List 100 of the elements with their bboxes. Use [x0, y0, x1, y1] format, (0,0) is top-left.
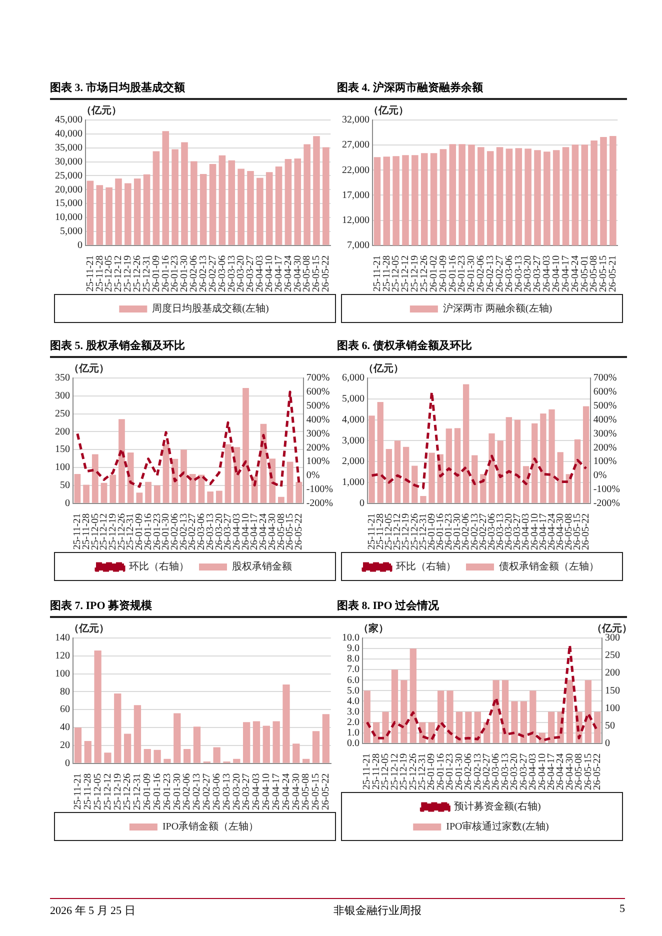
y-tick-label: 60 [60, 704, 70, 716]
y-tick-label: 2.0 [347, 716, 360, 728]
x-tick-label: 25-12-12 [102, 773, 114, 810]
x-tick-label: 25-12-19 [398, 753, 410, 790]
x-tick-label: 26-02-27 [187, 513, 198, 550]
x-tick-label: 26-04-03 [251, 773, 262, 810]
y2-tick-label: 250 [605, 650, 620, 662]
x-tick-label: 26-05-15 [598, 255, 610, 292]
x-tick-label: 26-02-06 [476, 255, 487, 292]
y-tick-label: 100 [55, 462, 70, 474]
x-tick-label: 26-04-10 [240, 513, 252, 550]
x-tick-label: 25-11-21 [84, 255, 96, 292]
y-tick-label: 250 [55, 408, 70, 420]
x-tick-label: 25-12-12 [113, 255, 124, 292]
legend-label: 环比（右轴） [396, 560, 456, 573]
y2-tick-label: 50 [605, 720, 615, 732]
y-tick-label: 12,000 [342, 214, 370, 226]
x-tick-label: 26-01-30 [172, 773, 183, 810]
x-tick-label: 26-04-10 [261, 773, 272, 810]
x-tick-label: 26-04-30 [292, 255, 304, 292]
x-tick-label: 26-04-17 [249, 513, 260, 550]
y-tick-label: 140 [55, 632, 70, 644]
x-tick-label: 26-05-22 [580, 513, 592, 550]
x-tick-label: 26-01-30 [466, 255, 478, 292]
y-axis-title: （亿元） [364, 362, 404, 375]
x-tick-label: 26-05-22 [294, 513, 305, 550]
y2-tick-label: 700% [593, 372, 617, 384]
x-tick-label: 26-04-17 [546, 753, 557, 790]
x-tick-label: 26-04-17 [273, 255, 284, 292]
y2-tick-label: 300% [306, 428, 330, 440]
y-tick-label: 120 [55, 650, 70, 662]
y-tick-label: 300 [55, 390, 70, 402]
x-tick-label: 25-12-26 [122, 773, 134, 810]
x-tick-label: 25-12-26 [116, 513, 128, 550]
y2-tick-label: 600% [306, 386, 330, 398]
x-tick-label: 25-12-19 [107, 513, 118, 550]
x-tick-label: 26-05-22 [592, 753, 604, 790]
x-tick-label: 26-03-06 [504, 255, 515, 292]
chart-title: 图表 6. 债权承销金额及环比 [337, 338, 627, 358]
y2-tick-label: 600% [593, 386, 617, 398]
x-tick-label: 26-02-13 [472, 753, 484, 790]
y-tick-label: 35,000 [55, 142, 82, 154]
x-tick-label: 26-03-27 [241, 773, 252, 810]
y-tick-label: 17,000 [342, 190, 370, 201]
x-tick-label: 26-02-27 [478, 513, 489, 550]
x-tick-label: 26-02-13 [198, 255, 209, 292]
y2-tick-label: 150 [605, 685, 620, 696]
x-tick-label: 26-02-27 [481, 753, 492, 790]
x-tick-label: 26-01-09 [134, 513, 146, 550]
legend-label: 环比（右轴） [129, 560, 189, 573]
x-tick-label: 25-12-19 [122, 255, 134, 292]
x-tick-label: 25-11-28 [370, 753, 382, 790]
chart-title: 图表 3. 市场日均股基成交额 [50, 82, 185, 94]
y-tick-label: 45,000 [55, 114, 82, 126]
x-tick-label: 25-12-05 [90, 513, 101, 550]
y-tick-label: 20,000 [55, 184, 82, 196]
x-tick-label: 26-03-06 [216, 255, 228, 292]
x-tick-label: 25-11-21 [372, 255, 383, 292]
y-tick-label: 40,000 [55, 128, 82, 140]
y2-tick-label: 200 [605, 668, 620, 679]
x-tick-label: 26-02-13 [178, 513, 190, 550]
x-tick-label: 26-02-13 [484, 255, 496, 292]
x-tick-label: 26-04-30 [554, 513, 566, 550]
x-tick-label: 25-12-19 [410, 255, 421, 292]
x-tick-label: 26-01-16 [142, 513, 154, 550]
y-axis-title: （家） [358, 622, 388, 635]
chart-title: 图表 8. IPO 过会情况 [337, 598, 627, 618]
x-tick-label: 25-12-31 [141, 255, 152, 292]
x-tick-label: 26-04-24 [570, 255, 581, 292]
x-tick-label: 26-03-27 [245, 255, 256, 292]
y-tick-label: 350 [55, 372, 70, 384]
x-tick-label: 26-04-24 [555, 753, 566, 790]
y-tick-label: 20 [60, 740, 70, 752]
y-tick-label: 7,000 [347, 240, 370, 251]
x-tick-label: 26-03-20 [522, 255, 534, 292]
y-tick-label: 0 [78, 240, 82, 251]
x-tick-label: 25-11-28 [80, 513, 92, 550]
x-tick-label: 25-11-28 [94, 255, 106, 292]
x-tick-label: 26-02-13 [469, 513, 480, 550]
x-tick-label: 26-01-16 [434, 513, 446, 550]
y-tick-label: 3.0 [347, 706, 360, 718]
y-tick-label: 50 [60, 480, 70, 492]
x-tick-label: 26-03-13 [221, 773, 232, 810]
x-tick-label: 26-03-20 [509, 753, 520, 790]
x-tick-label: 26-03-06 [490, 753, 502, 790]
x-tick-label: 26-04-24 [546, 513, 558, 550]
y2-tick-label: 0 [605, 738, 610, 749]
y2-tick-label: -100% [306, 484, 334, 496]
x-tick-label: 26-04-17 [538, 513, 549, 550]
x-tick-label: 26-04-30 [564, 753, 576, 790]
x-tick-label: 25-11-21 [366, 513, 378, 550]
y2-tick-label: 400% [593, 414, 617, 426]
y-tick-label: 5,000 [60, 226, 82, 238]
y-tick-label: 8.0 [347, 654, 360, 665]
y-tick-label: 5,000 [342, 394, 364, 405]
y2-tick-label: -100% [593, 484, 620, 496]
x-tick-label: 26-05-15 [582, 753, 594, 790]
x-tick-label: 26-01-30 [160, 513, 172, 550]
y-tick-label: 15,000 [55, 198, 82, 210]
x-tick-label: 26-04-24 [282, 255, 294, 292]
